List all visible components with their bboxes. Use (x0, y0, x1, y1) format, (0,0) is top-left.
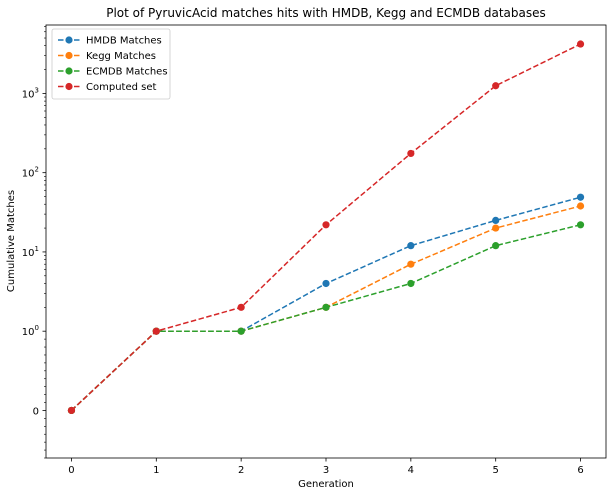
data-point (492, 242, 500, 250)
data-point (492, 224, 500, 232)
legend-swatch-marker (65, 51, 73, 60)
y-axis: 0 100 101 102 103 (22, 26, 46, 459)
series-layer (67, 40, 585, 415)
data-point (322, 279, 330, 288)
x-tick-label: 3 (323, 465, 329, 476)
y-axis-label: Cumulative Matches (6, 190, 17, 292)
data-point (407, 260, 415, 268)
y-tick-label: 0 (33, 406, 39, 417)
legend-swatch-marker (65, 36, 73, 44)
legend-label: Kegg Matches (86, 51, 156, 62)
x-axis-label: Generation (298, 479, 354, 490)
legend-swatch-marker (65, 82, 73, 91)
x-tick-label: 0 (68, 465, 74, 476)
data-point (576, 40, 585, 48)
legend-label: Computed set (86, 82, 156, 93)
data-point (322, 221, 330, 229)
data-point (237, 303, 245, 311)
x-tick-label: 2 (238, 465, 244, 476)
y-tick-label: 103 (22, 86, 39, 100)
data-point (576, 221, 585, 229)
data-point (322, 303, 330, 311)
legend-item: Kegg Matches (58, 51, 156, 62)
legend-swatch-marker (65, 67, 73, 75)
data-point (576, 193, 585, 201)
legend-label: HMDB Matches (86, 36, 162, 47)
series-ecmdb-matches (67, 221, 585, 415)
y-tick-label: 102 (22, 166, 39, 180)
legend-label: ECMDB Matches (86, 67, 168, 78)
y-tick-label: 100 (22, 324, 39, 338)
data-point (492, 82, 500, 90)
legend: HMDB Matches Kegg Matches ECMDB Matches Com… (51, 28, 171, 100)
x-tick-label: 4 (408, 465, 414, 476)
data-point (407, 279, 415, 288)
legend-item: Computed set (58, 82, 156, 93)
data-point (67, 406, 76, 415)
x-axis: 0 1 2 3 4 5 6 (68, 458, 584, 476)
y-tick-label: 101 (22, 245, 39, 259)
data-point (576, 202, 585, 210)
legend-item: HMDB Matches (58, 36, 162, 47)
series-computed-set (67, 40, 585, 415)
x-tick-label: 6 (577, 465, 583, 476)
series-line (70, 224, 581, 411)
data-point (237, 327, 245, 335)
chart-title: Plot of PyruvicAcid matches hits with HM… (106, 6, 546, 20)
data-point (492, 216, 500, 224)
data-point (152, 327, 160, 335)
data-point (407, 149, 415, 158)
x-tick-label: 5 (493, 465, 499, 476)
legend-frame (51, 28, 171, 100)
x-tick-label: 1 (153, 465, 159, 476)
data-point (407, 242, 415, 250)
legend-item: ECMDB Matches (58, 67, 168, 78)
